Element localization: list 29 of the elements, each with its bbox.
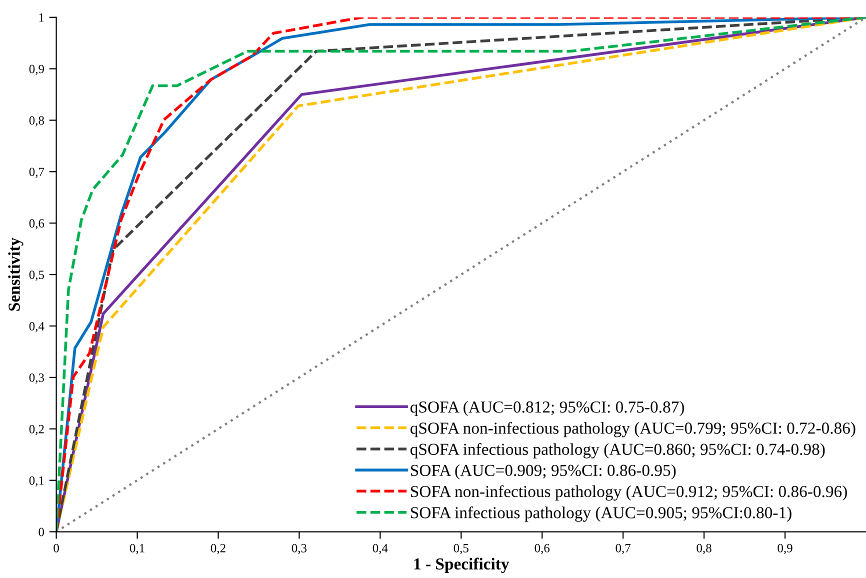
legend-label: qSOFA infectious pathology (AUC=0.860; 95%CI: 0.74-0.98) [410, 443, 825, 458]
x-tick-label: 0,6 [534, 544, 550, 554]
x-tick-label: 0,5 [454, 544, 468, 554]
y-axis-title: Sensitivity [8, 238, 24, 311]
y-tick-label: 0,2 [29, 424, 44, 436]
legend-label: qSOFA non-infectious pathology (AUC=0.799; 95%CI: 0.72-0.86) [410, 422, 856, 438]
x-tick-label: 0,3 [292, 544, 307, 554]
y-tick-label: 0 [38, 528, 44, 536]
x-axis-title: 1 - Specificity [414, 558, 510, 574]
legend-label: SOFA non-infectious pathology (AUC=0.912; 95%CI: 0.86-0.96) [411, 485, 847, 501]
x-tick-label: 0,8 [696, 544, 712, 554]
legend-label: SOFA infectious pathology (AUC=0.905; 95%CI:0.80-1) [411, 506, 792, 522]
y-tick-label: 0,1 [29, 476, 44, 487]
x-tick-label: 0,9 [778, 544, 792, 554]
x-tick-label: 0,7 [616, 544, 631, 554]
y-tick-label: 0,3 [29, 373, 44, 384]
x-tick-label: 0,2 [210, 544, 226, 554]
y-tick-label: 0,6 [29, 219, 44, 230]
x-tick-label: 0,1 [130, 544, 144, 554]
y-tick-label: 0,9 [29, 64, 44, 76]
y-tick-label: 0,4 [29, 322, 44, 332]
x-tick-label: 0,4 [372, 544, 388, 554]
y-tick-label: 0,8 [29, 116, 44, 126]
y-tick-label: 0,7 [29, 168, 44, 178]
legend-label: SOFA (AUC=0.909; 95%CI: 0.86-0.95) [411, 464, 676, 480]
x-tick-label: 0 [54, 544, 59, 552]
y-tick-label: 1 [39, 13, 44, 22]
legend-label: qSOFA (AUC=0.812; 95%CI: 0.75-0.87) [410, 400, 684, 416]
y-tick-label: 0,5 [29, 270, 44, 281]
